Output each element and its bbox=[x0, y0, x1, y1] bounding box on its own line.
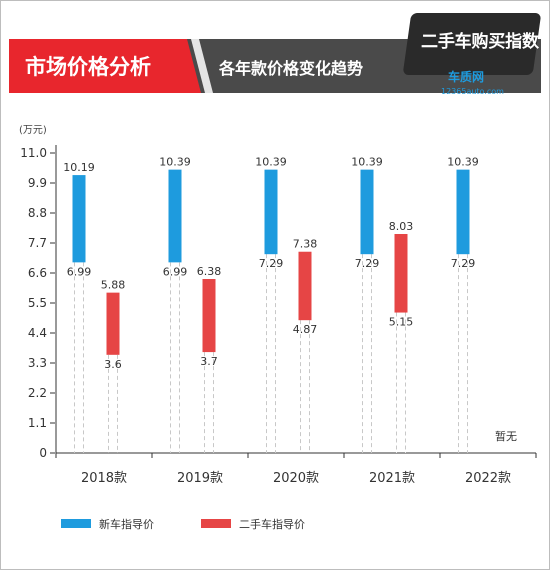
new-price-low-label: 7.29 bbox=[451, 257, 476, 270]
axes: (万元) 0 1.1 2.2 3.3 4.4 5.5 6.6 7.7 8.8 9.9 11.0 2018… bbox=[19, 125, 537, 486]
legend: 新车指导价 二手车指导价 bbox=[61, 517, 305, 531]
banner-divider bbox=[191, 39, 213, 93]
x-tick-label: 2021款 bbox=[369, 471, 415, 486]
new-price-low-label: 7.29 bbox=[355, 257, 380, 270]
brand-logo: 二手车购买指数 车质网 12365auto.com bbox=[403, 13, 541, 96]
used-price-bar bbox=[106, 292, 120, 355]
category-gridlines bbox=[74, 254, 468, 453]
x-tick-label: 2022款 bbox=[465, 471, 511, 486]
new-price-bar bbox=[72, 175, 86, 263]
banner-red-tab bbox=[9, 39, 201, 93]
new-price-high-label: 10.39 bbox=[351, 156, 383, 169]
new-price-bar bbox=[456, 169, 470, 255]
new-price-low-label: 7.29 bbox=[259, 257, 284, 270]
used-price-bar bbox=[202, 279, 216, 353]
used-price-bar bbox=[394, 234, 408, 313]
legend-label-new-price: 新车指导价 bbox=[99, 517, 154, 531]
y-tick-label: 4.4 bbox=[28, 326, 47, 340]
logo-text: 二手车购买指数 bbox=[421, 31, 540, 52]
y-tick-label: 9.9 bbox=[28, 176, 47, 190]
new-price-low-label: 6.99 bbox=[67, 265, 92, 278]
new-price-bar bbox=[168, 169, 182, 263]
legend-label-used-price: 二手车指导价 bbox=[239, 517, 305, 531]
legend-swatch-new-price bbox=[61, 519, 91, 528]
used-price-low-label: 3.7 bbox=[200, 355, 218, 368]
x-tick-label: 2020款 bbox=[273, 471, 319, 486]
legend-swatch-used-price bbox=[201, 519, 231, 528]
used-price-high-label: 8.03 bbox=[389, 220, 414, 233]
x-tick-label: 2019款 bbox=[177, 471, 223, 486]
y-tick-label: 2.2 bbox=[28, 386, 47, 400]
y-tick-label: 11.0 bbox=[20, 146, 47, 160]
used-price-high-label: 6.38 bbox=[197, 265, 222, 278]
used-price-high-label: 5.88 bbox=[101, 279, 126, 292]
x-tick-label: 2018款 bbox=[81, 471, 127, 486]
new-price-bar bbox=[264, 169, 278, 255]
new-price-high-label: 10.19 bbox=[63, 161, 95, 174]
y-tick-label: 8.8 bbox=[28, 206, 47, 220]
y-tick-label: 3.3 bbox=[28, 356, 47, 370]
logo-badge bbox=[403, 13, 541, 75]
new-price-low-label: 6.99 bbox=[163, 265, 188, 278]
used-price-low-label: 5.15 bbox=[389, 316, 414, 329]
logo-url: 12365auto.com bbox=[441, 87, 504, 96]
new-price-high-label: 10.39 bbox=[447, 156, 479, 169]
used-price-high-label: 7.38 bbox=[293, 238, 318, 251]
used-price-bar bbox=[298, 251, 312, 321]
y-tick-label: 6.6 bbox=[28, 266, 47, 280]
chart-subtitle: 各年款价格变化趋势 bbox=[218, 59, 363, 78]
logo-brand: 车质网 bbox=[448, 69, 484, 84]
new-price-high-label: 10.39 bbox=[255, 156, 287, 169]
new-price-bar bbox=[360, 169, 374, 255]
used-price-low-label: 3.6 bbox=[104, 358, 122, 371]
bars bbox=[72, 169, 470, 355]
section-title: 市场价格分析 bbox=[25, 55, 151, 79]
y-tick-label: 1.1 bbox=[28, 416, 47, 430]
y-tick-label: 0 bbox=[39, 446, 47, 460]
y-tick-label: 5.5 bbox=[28, 296, 47, 310]
y-unit-label: (万元) bbox=[19, 125, 47, 136]
used-price-low-label: 4.87 bbox=[293, 323, 318, 336]
data-labels: 10.19 6.99 10.39 6.99 10.39 7.29 10.39 7.29 10.3… bbox=[63, 156, 517, 443]
y-tick-label: 7.7 bbox=[28, 236, 47, 250]
no-data-annotation: 暂无 bbox=[495, 430, 517, 443]
new-price-high-label: 10.39 bbox=[159, 156, 191, 169]
